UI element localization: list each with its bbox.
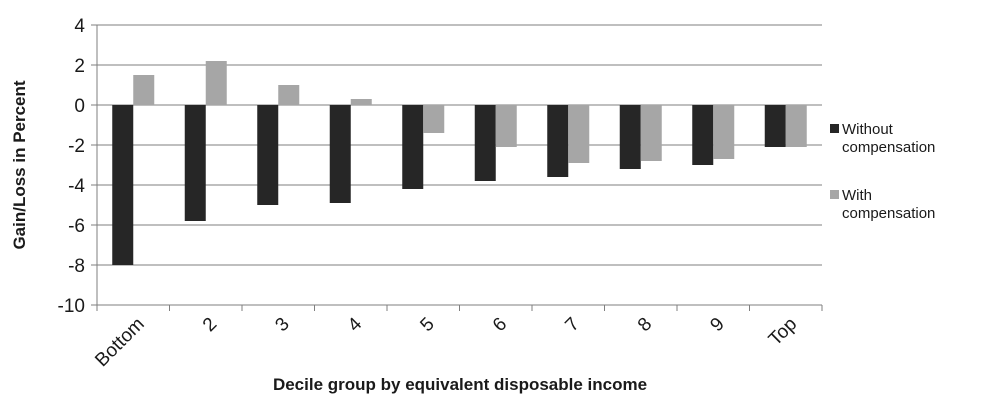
y-tick-label: -8 bbox=[68, 256, 85, 277]
legend-label: compensation bbox=[842, 205, 935, 222]
bar-without-compensation bbox=[184, 105, 206, 221]
bar-without-compensation bbox=[402, 105, 424, 189]
bar-without-compensation bbox=[112, 105, 134, 265]
bars bbox=[112, 61, 807, 265]
bar-without-compensation bbox=[329, 105, 351, 203]
legend-label: Without bbox=[842, 121, 894, 138]
x-tick-label: 6 bbox=[489, 314, 511, 336]
legend-label: With bbox=[842, 187, 872, 204]
x-tick-label: 2 bbox=[199, 314, 221, 336]
legend-swatch bbox=[830, 124, 839, 133]
y-tick-label: 4 bbox=[74, 16, 85, 37]
x-tick-label: 3 bbox=[271, 314, 293, 336]
y-tick-label: 0 bbox=[74, 96, 85, 117]
y-tick-label: -2 bbox=[68, 136, 85, 157]
bar-with-compensation bbox=[278, 85, 300, 105]
x-tick-label: 7 bbox=[561, 314, 583, 336]
bar-with-compensation bbox=[495, 105, 517, 147]
bar-without-compensation bbox=[547, 105, 569, 177]
y-axis-ticks: 4 2 0 -2 -4 -6 -8 -10 bbox=[58, 16, 97, 317]
x-tick-label: Top bbox=[765, 314, 802, 351]
bar-with-compensation bbox=[133, 75, 155, 105]
bar-with-compensation bbox=[350, 99, 372, 105]
legend-label: compensation bbox=[842, 139, 935, 156]
y-tick-label: -4 bbox=[68, 176, 85, 197]
bar-without-compensation bbox=[764, 105, 786, 147]
x-tick-label: Bottom bbox=[91, 314, 148, 371]
x-tick-label: 8 bbox=[634, 314, 656, 336]
bar-with-compensation bbox=[785, 105, 807, 147]
bar-with-compensation bbox=[568, 105, 590, 163]
bar-with-compensation bbox=[640, 105, 662, 161]
bar-with-compensation bbox=[423, 105, 445, 133]
y-tick-label: -10 bbox=[58, 296, 85, 317]
bar-without-compensation bbox=[257, 105, 279, 205]
x-tick-label: 4 bbox=[344, 313, 367, 336]
bar-with-compensation bbox=[205, 61, 227, 105]
x-tick-label: 5 bbox=[416, 314, 438, 336]
y-axis-title: Gain/Loss in Percent bbox=[10, 80, 29, 249]
bar-with-compensation bbox=[713, 105, 735, 159]
bar-without-compensation bbox=[692, 105, 714, 165]
y-tick-label: -6 bbox=[68, 216, 85, 237]
legend-swatch bbox=[830, 190, 839, 199]
x-axis-ticks: Bottom 2 3 4 5 6 7 8 9 Top bbox=[91, 305, 823, 371]
bar-without-compensation bbox=[619, 105, 641, 169]
x-tick-label: 9 bbox=[706, 314, 728, 336]
bar-without-compensation bbox=[474, 105, 496, 181]
y-tick-label: 2 bbox=[74, 56, 85, 77]
x-axis-title: Decile group by equivalent disposable in… bbox=[273, 375, 647, 394]
